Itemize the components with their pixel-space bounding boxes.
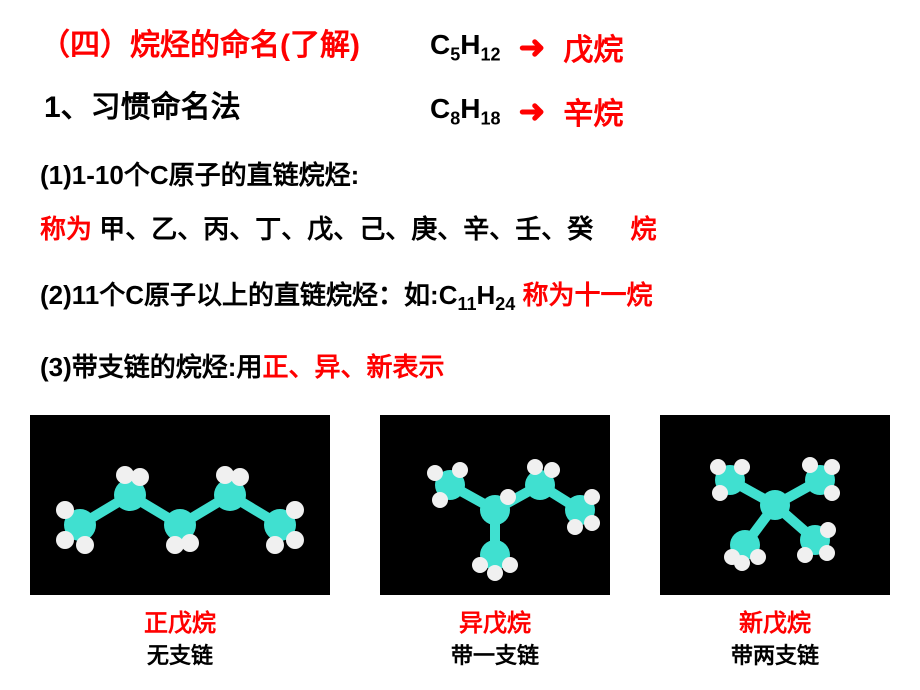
- molecule-name-2: 异戊烷: [380, 603, 610, 638]
- rule3-prefix: (3)带支链的烷烃:用: [40, 352, 262, 382]
- rule-1: (1)1-10个C原子的直链烷烃:: [40, 156, 880, 195]
- rule2-formula: C11H24: [439, 280, 516, 310]
- formula-line: C5H12 ➜ 戊烷: [430, 25, 623, 69]
- formula-examples: C5H12 ➜ 戊烷 C8H18 ➜ 辛烷: [430, 25, 623, 153]
- formula-1: C5H12: [430, 29, 501, 66]
- molecule-image-1: [30, 415, 330, 595]
- rule1-prefix: (1)1-10个C原子的直链烷烃:: [40, 160, 359, 190]
- formula-result-1: 戊烷: [563, 25, 623, 69]
- molecule-name-1: 正戊烷: [30, 603, 330, 638]
- arrow-icon: ➜: [519, 92, 546, 130]
- molecule-image-2: [380, 415, 610, 595]
- arrow-icon: ➜: [519, 28, 546, 66]
- rule-2: (2)11个C原子以上的直链烷烃：如:C11H24 称为十一烷: [40, 276, 880, 318]
- molecules-row: 正戊烷 无支链 异戊烷 带一支链: [20, 415, 900, 670]
- formula-h: H: [460, 93, 480, 124]
- formula-c: C: [430, 93, 450, 124]
- rule1-suffix: 烷: [630, 214, 656, 244]
- formula-c: C: [430, 29, 450, 60]
- formula-csub: 8: [450, 108, 460, 128]
- formula-h: H: [460, 29, 480, 60]
- formula-hsub: 18: [480, 108, 500, 128]
- rule1-list: 甲、乙、丙、丁、戊、己、庚、辛、壬、癸: [92, 214, 593, 244]
- rule2-called: 称为十一烷: [515, 280, 652, 310]
- formula-csub: 5: [450, 44, 460, 64]
- molecule-name-3: 新戊烷: [660, 603, 890, 638]
- molecule-desc-2: 带一支链: [380, 638, 610, 670]
- rule-1-names: 称为 甲、乙、丙、丁、戊、己、庚、辛、壬、癸 烷: [40, 209, 880, 246]
- rule1-called: 称为: [40, 214, 92, 244]
- molecule-npentane: 正戊烷 无支链: [30, 415, 330, 670]
- formula-2: C8H18: [430, 93, 501, 130]
- molecule-image-3: [660, 415, 890, 595]
- rule3-names: 正、异、新表示: [262, 352, 444, 382]
- molecule-neopentane: 新戊烷 带两支链: [660, 415, 890, 670]
- molecule-desc-3: 带两支链: [660, 638, 890, 670]
- rule-3: (3)带支链的烷烃:用正、异、新表示: [40, 348, 880, 387]
- formula-line: C8H18 ➜ 辛烷: [430, 89, 623, 133]
- molecule-isopentane: 异戊烷 带一支链: [380, 415, 610, 670]
- rule2-prefix: (2)11个C原子以上的直链烷烃：如:: [40, 280, 439, 310]
- section-title: （四）烷烃的命名(了解): [40, 20, 360, 64]
- formula-result-2: 辛烷: [563, 89, 623, 133]
- molecule-desc-1: 无支链: [30, 638, 330, 670]
- formula-hsub: 12: [480, 44, 500, 64]
